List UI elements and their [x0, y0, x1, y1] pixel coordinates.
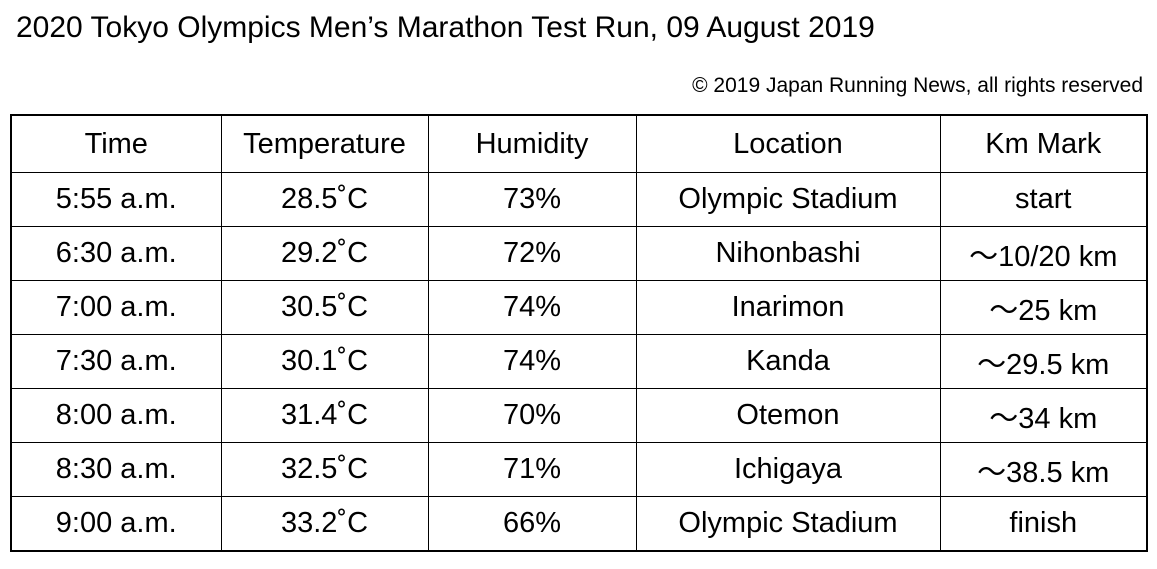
table-header-row: Time Temperature Humidity Location Km Ma… — [10, 114, 1148, 173]
header-time: Time — [10, 114, 222, 173]
cell-humidity: 66% — [427, 496, 637, 552]
cell-humidity: 74% — [427, 334, 637, 389]
header-humidity: Humidity — [427, 114, 637, 173]
cell-time: 6:30 a.m. — [10, 226, 222, 281]
cell-temperature: 31.4˚C — [220, 388, 429, 443]
cell-time: 8:00 a.m. — [10, 388, 222, 443]
cell-location: Inarimon — [635, 280, 941, 335]
header-km-mark: Km Mark — [939, 114, 1148, 173]
cell-humidity: 73% — [427, 172, 637, 227]
cell-km-mark: ～29.5 km — [939, 334, 1148, 389]
table-row: 7:00 a.m. 30.5˚C 74% Inarimon ～25 km — [10, 280, 1148, 335]
table-row: 8:00 a.m. 31.4˚C 70% Otemon ～34 km — [10, 388, 1148, 443]
cell-time: 9:00 a.m. — [10, 496, 222, 552]
cell-humidity: 70% — [427, 388, 637, 443]
cell-km-mark: ～34 km — [939, 388, 1148, 443]
cell-km-mark: ～10/20 km — [939, 226, 1148, 281]
header-temperature: Temperature — [220, 114, 429, 173]
cell-time: 7:30 a.m. — [10, 334, 222, 389]
cell-location: Otemon — [635, 388, 941, 443]
cell-humidity: 74% — [427, 280, 637, 335]
page-title: 2020 Tokyo Olympics Men’s Marathon Test … — [16, 11, 875, 44]
table-row: 7:30 a.m. 30.1˚C 74% Kanda ～29.5 km — [10, 334, 1148, 389]
cell-km-mark: ～25 km — [939, 280, 1148, 335]
cell-temperature: 29.2˚C — [220, 226, 429, 281]
cell-humidity: 72% — [427, 226, 637, 281]
copyright-notice: © 2019 Japan Running News, all rights re… — [692, 74, 1143, 97]
cell-location: Olympic Stadium — [635, 496, 941, 552]
cell-temperature: 30.5˚C — [220, 280, 429, 335]
cell-km-mark: ～38.5 km — [939, 442, 1148, 497]
table-row: 5:55 a.m. 28.5˚C 73% Olympic Stadium sta… — [10, 172, 1148, 227]
header-location: Location — [635, 114, 941, 173]
cell-temperature: 32.5˚C — [220, 442, 429, 497]
cell-temperature: 28.5˚C — [220, 172, 429, 227]
cell-time: 5:55 a.m. — [10, 172, 222, 227]
cell-km-mark: start — [939, 172, 1148, 227]
cell-km-mark: finish — [939, 496, 1148, 552]
table-row: 6:30 a.m. 29.2˚C 72% Nihonbashi ～10/20 k… — [10, 226, 1148, 281]
cell-temperature: 30.1˚C — [220, 334, 429, 389]
cell-location: Olympic Stadium — [635, 172, 941, 227]
cell-location: Ichigaya — [635, 442, 941, 497]
cell-location: Nihonbashi — [635, 226, 941, 281]
cell-humidity: 71% — [427, 442, 637, 497]
table-row: 8:30 a.m. 32.5˚C 71% Ichigaya ～38.5 km — [10, 442, 1148, 497]
cell-time: 8:30 a.m. — [10, 442, 222, 497]
table-row: 9:00 a.m. 33.2˚C 66% Olympic Stadium fin… — [10, 496, 1148, 552]
cell-temperature: 33.2˚C — [220, 496, 429, 552]
cell-time: 7:00 a.m. — [10, 280, 222, 335]
cell-location: Kanda — [635, 334, 941, 389]
marathon-conditions-table: Time Temperature Humidity Location Km Ma… — [10, 114, 1148, 552]
